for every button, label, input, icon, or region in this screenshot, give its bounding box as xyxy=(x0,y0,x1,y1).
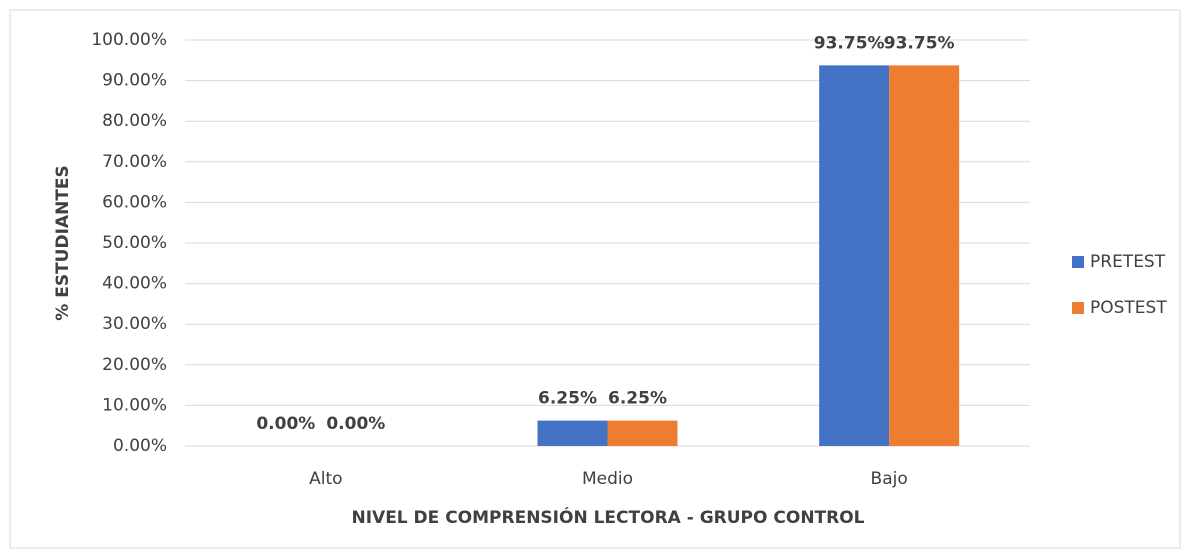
y-tick-label: 90.00% xyxy=(102,71,167,91)
x-tick-label: Medio xyxy=(582,469,633,489)
legend-label: POSTEST xyxy=(1090,298,1167,318)
legend-swatch xyxy=(1072,256,1084,268)
bar xyxy=(889,65,960,446)
value-label: 93.75% xyxy=(814,33,885,53)
y-tick-label: 70.00% xyxy=(102,152,167,172)
value-label: 6.25% xyxy=(538,389,597,409)
legend-label: PRETEST xyxy=(1090,252,1166,272)
y-tick-label: 60.00% xyxy=(102,192,167,212)
y-tick-label: 80.00% xyxy=(102,111,167,131)
y-tick-label: 100.00% xyxy=(91,30,167,50)
bar xyxy=(537,420,608,446)
value-label: 0.00% xyxy=(326,414,385,434)
value-label: 93.75% xyxy=(884,33,955,53)
y-tick-label: 0.00% xyxy=(113,436,167,456)
value-label: 6.25% xyxy=(608,389,667,409)
bar xyxy=(819,65,890,446)
legend-swatch xyxy=(1072,302,1084,314)
y-tick-label: 20.00% xyxy=(102,355,167,375)
chart-border xyxy=(9,9,1181,549)
y-axis-title: % ESTUDIANTES xyxy=(53,165,73,320)
y-tick-label: 30.00% xyxy=(102,314,167,334)
bar xyxy=(607,420,678,446)
y-tick-label: 50.00% xyxy=(102,233,167,253)
value-label: 0.00% xyxy=(256,414,315,434)
y-tick-label: 40.00% xyxy=(102,274,167,294)
y-tick-label: 10.00% xyxy=(102,395,167,415)
x-tick-label: Alto xyxy=(309,469,342,489)
x-axis-title: NIVEL DE COMPRENSIÓN LECTORA - GRUPO CON… xyxy=(351,506,864,528)
x-tick-label: Bajo xyxy=(871,469,908,489)
